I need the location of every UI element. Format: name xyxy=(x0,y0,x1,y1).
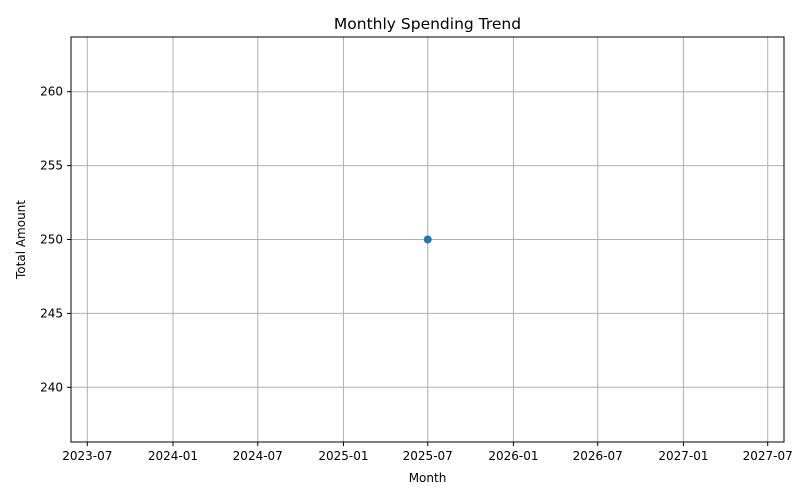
y-axis-label: Total Amount xyxy=(14,200,28,280)
x-tick-label: 2023-07 xyxy=(62,449,112,463)
x-axis-label: Month xyxy=(409,471,447,485)
x-tick-label: 2024-01 xyxy=(148,449,198,463)
x-tick-label: 2027-07 xyxy=(743,449,793,463)
x-tick-label: 2025-07 xyxy=(403,449,453,463)
series-layer xyxy=(423,235,432,244)
y-tick-label: 245 xyxy=(40,306,63,320)
y-tick-label: 250 xyxy=(40,233,63,247)
x-tick-label: 2024-07 xyxy=(233,449,283,463)
grid xyxy=(71,37,784,442)
x-axis: 2023-07 2024-01 2024-07 2025-01 2025-07 2026-… xyxy=(62,442,793,463)
y-tick-label: 240 xyxy=(40,380,63,394)
y-axis: 240 245 250 255 260 xyxy=(40,85,71,394)
x-tick-label: 2025-01 xyxy=(318,449,368,463)
chart-title: Monthly Spending Trend xyxy=(334,15,521,33)
x-tick-label: 2026-07 xyxy=(573,449,623,463)
x-tick-label: 2026-01 xyxy=(488,449,538,463)
x-tick-label: 2027-01 xyxy=(658,449,708,463)
y-tick-label: 255 xyxy=(40,159,63,173)
y-tick-label: 260 xyxy=(40,85,63,99)
data-point xyxy=(423,235,432,244)
